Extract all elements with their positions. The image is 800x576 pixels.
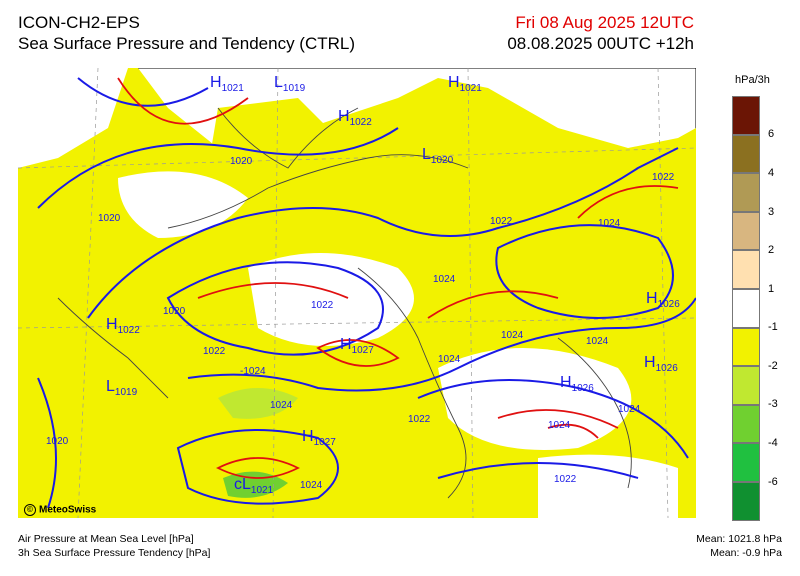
colorbar xyxy=(732,96,760,521)
legend-tick: 1 xyxy=(768,283,775,295)
pressure-center: H1027 xyxy=(340,336,374,357)
pressure-center: H1026 xyxy=(644,354,678,375)
pressure-center: H1026 xyxy=(560,374,594,395)
isobar-label: 1024 xyxy=(618,404,641,415)
tendency-area-white-med xyxy=(538,454,678,518)
footer-left: Air Pressure at Mean Sea Level [hPa] 3h … xyxy=(18,532,210,560)
tendency-area-green-2 xyxy=(223,471,288,498)
isobar-label: 1022 xyxy=(490,216,513,227)
legend-swatch xyxy=(732,366,760,405)
tendency-area-white-center xyxy=(118,171,248,238)
isobar-label: 1024 xyxy=(270,400,293,411)
map-canvas xyxy=(17,67,697,519)
isobar-label: 1024 xyxy=(433,274,456,285)
legend-tick: 3 xyxy=(768,206,775,218)
pressure-center: H1026 xyxy=(646,290,680,311)
credit: © MeteoSwiss xyxy=(24,504,96,516)
legend-unit: hPa/3h xyxy=(735,74,770,86)
title-block: ICON-CH2-EPS Sea Surface Pressure and Te… xyxy=(18,12,355,54)
pressure-center: H1027 xyxy=(302,428,336,449)
footer-right: Mean: 1021.8 hPa Mean: -0.9 hPa xyxy=(696,532,782,560)
isobar-label: 1020 xyxy=(98,213,121,224)
lat-lon-grid xyxy=(17,67,697,519)
run-time: 08.08.2025 00UTC +12h xyxy=(507,34,694,53)
map-panel: H1021 L1019 H1021 H1022 L1020 H1022 L101… xyxy=(17,67,697,519)
isobar-label: 1022 xyxy=(554,474,577,485)
isobar-label: 1024 xyxy=(598,218,621,229)
tendency-isolines xyxy=(117,77,679,479)
tendency-area-yellow-north xyxy=(208,98,348,188)
legend-swatch xyxy=(732,250,760,289)
legend-swatch xyxy=(732,134,760,174)
legend-tick: -2 xyxy=(768,360,778,372)
legend-swatch xyxy=(732,443,760,482)
pressure-center: L1019 xyxy=(106,378,138,399)
copyright-icon: © xyxy=(24,504,36,516)
footer-field-2: 3h Sea Surface Pressure Tendency [hPa] xyxy=(18,547,211,559)
legend-tick: -6 xyxy=(768,476,778,488)
tendency-area-white-east xyxy=(438,348,632,450)
isobar-label: 1020 xyxy=(46,436,69,447)
isobars xyxy=(37,77,697,509)
pressure-center: cL1021 xyxy=(234,476,274,497)
legend-tick: 4 xyxy=(768,167,775,179)
footer-field-1: Air Pressure at Mean Sea Level [hPa] xyxy=(18,533,194,545)
legend-swatch xyxy=(732,327,760,367)
legend-tick: -4 xyxy=(768,437,778,449)
legend-swatch xyxy=(732,404,760,444)
footer-mean-1: Mean: 1021.8 hPa xyxy=(696,533,782,545)
model-name: ICON-CH2-EPS xyxy=(18,13,140,32)
isobar-label: 1022 xyxy=(311,300,334,311)
isobar-label: -1024 xyxy=(240,366,266,377)
legend-tick: 2 xyxy=(768,244,775,256)
legend-swatch xyxy=(732,288,760,328)
isobar-label: 1022 xyxy=(652,172,675,183)
pressure-center: H1021 xyxy=(448,74,482,95)
pressure-center: H1022 xyxy=(338,108,372,129)
pressure-center: H1021 xyxy=(210,74,244,95)
legend-swatch xyxy=(732,481,760,521)
isobar-label: 1020 xyxy=(163,306,186,317)
isobar-label: 1022 xyxy=(203,346,226,357)
isobar-label: 1024 xyxy=(438,354,461,365)
legend-tick: 6 xyxy=(768,128,775,140)
legend-tick: -1 xyxy=(768,321,778,333)
isobar-label: 1022 xyxy=(408,414,431,425)
legend-tick: -3 xyxy=(768,398,778,410)
footer-mean-2: Mean: -0.9 hPa xyxy=(710,547,782,559)
isobar-label: 1024 xyxy=(501,330,524,341)
isobar-label: 1024 xyxy=(586,336,609,347)
legend-swatch xyxy=(732,173,760,212)
legend-swatch xyxy=(732,211,760,251)
isobar-label: 1020 xyxy=(230,156,253,167)
product-title: Sea Surface Pressure and Tendency (CTRL) xyxy=(18,34,356,53)
valid-time: Fri 08 Aug 2025 12UTC xyxy=(515,13,694,32)
date-block: Fri 08 Aug 2025 12UTC 08.08.2025 00UTC +… xyxy=(507,12,694,54)
pressure-center: L1020 xyxy=(422,146,454,167)
isobar-label: 1024 xyxy=(300,480,323,491)
legend-swatch xyxy=(732,96,760,135)
pressure-center: L1019 xyxy=(274,74,306,95)
coastlines xyxy=(57,107,632,499)
pressure-center: H1022 xyxy=(106,316,140,337)
isobar-label: 1024 xyxy=(548,420,571,431)
tendency-area-green-1 xyxy=(218,388,298,419)
